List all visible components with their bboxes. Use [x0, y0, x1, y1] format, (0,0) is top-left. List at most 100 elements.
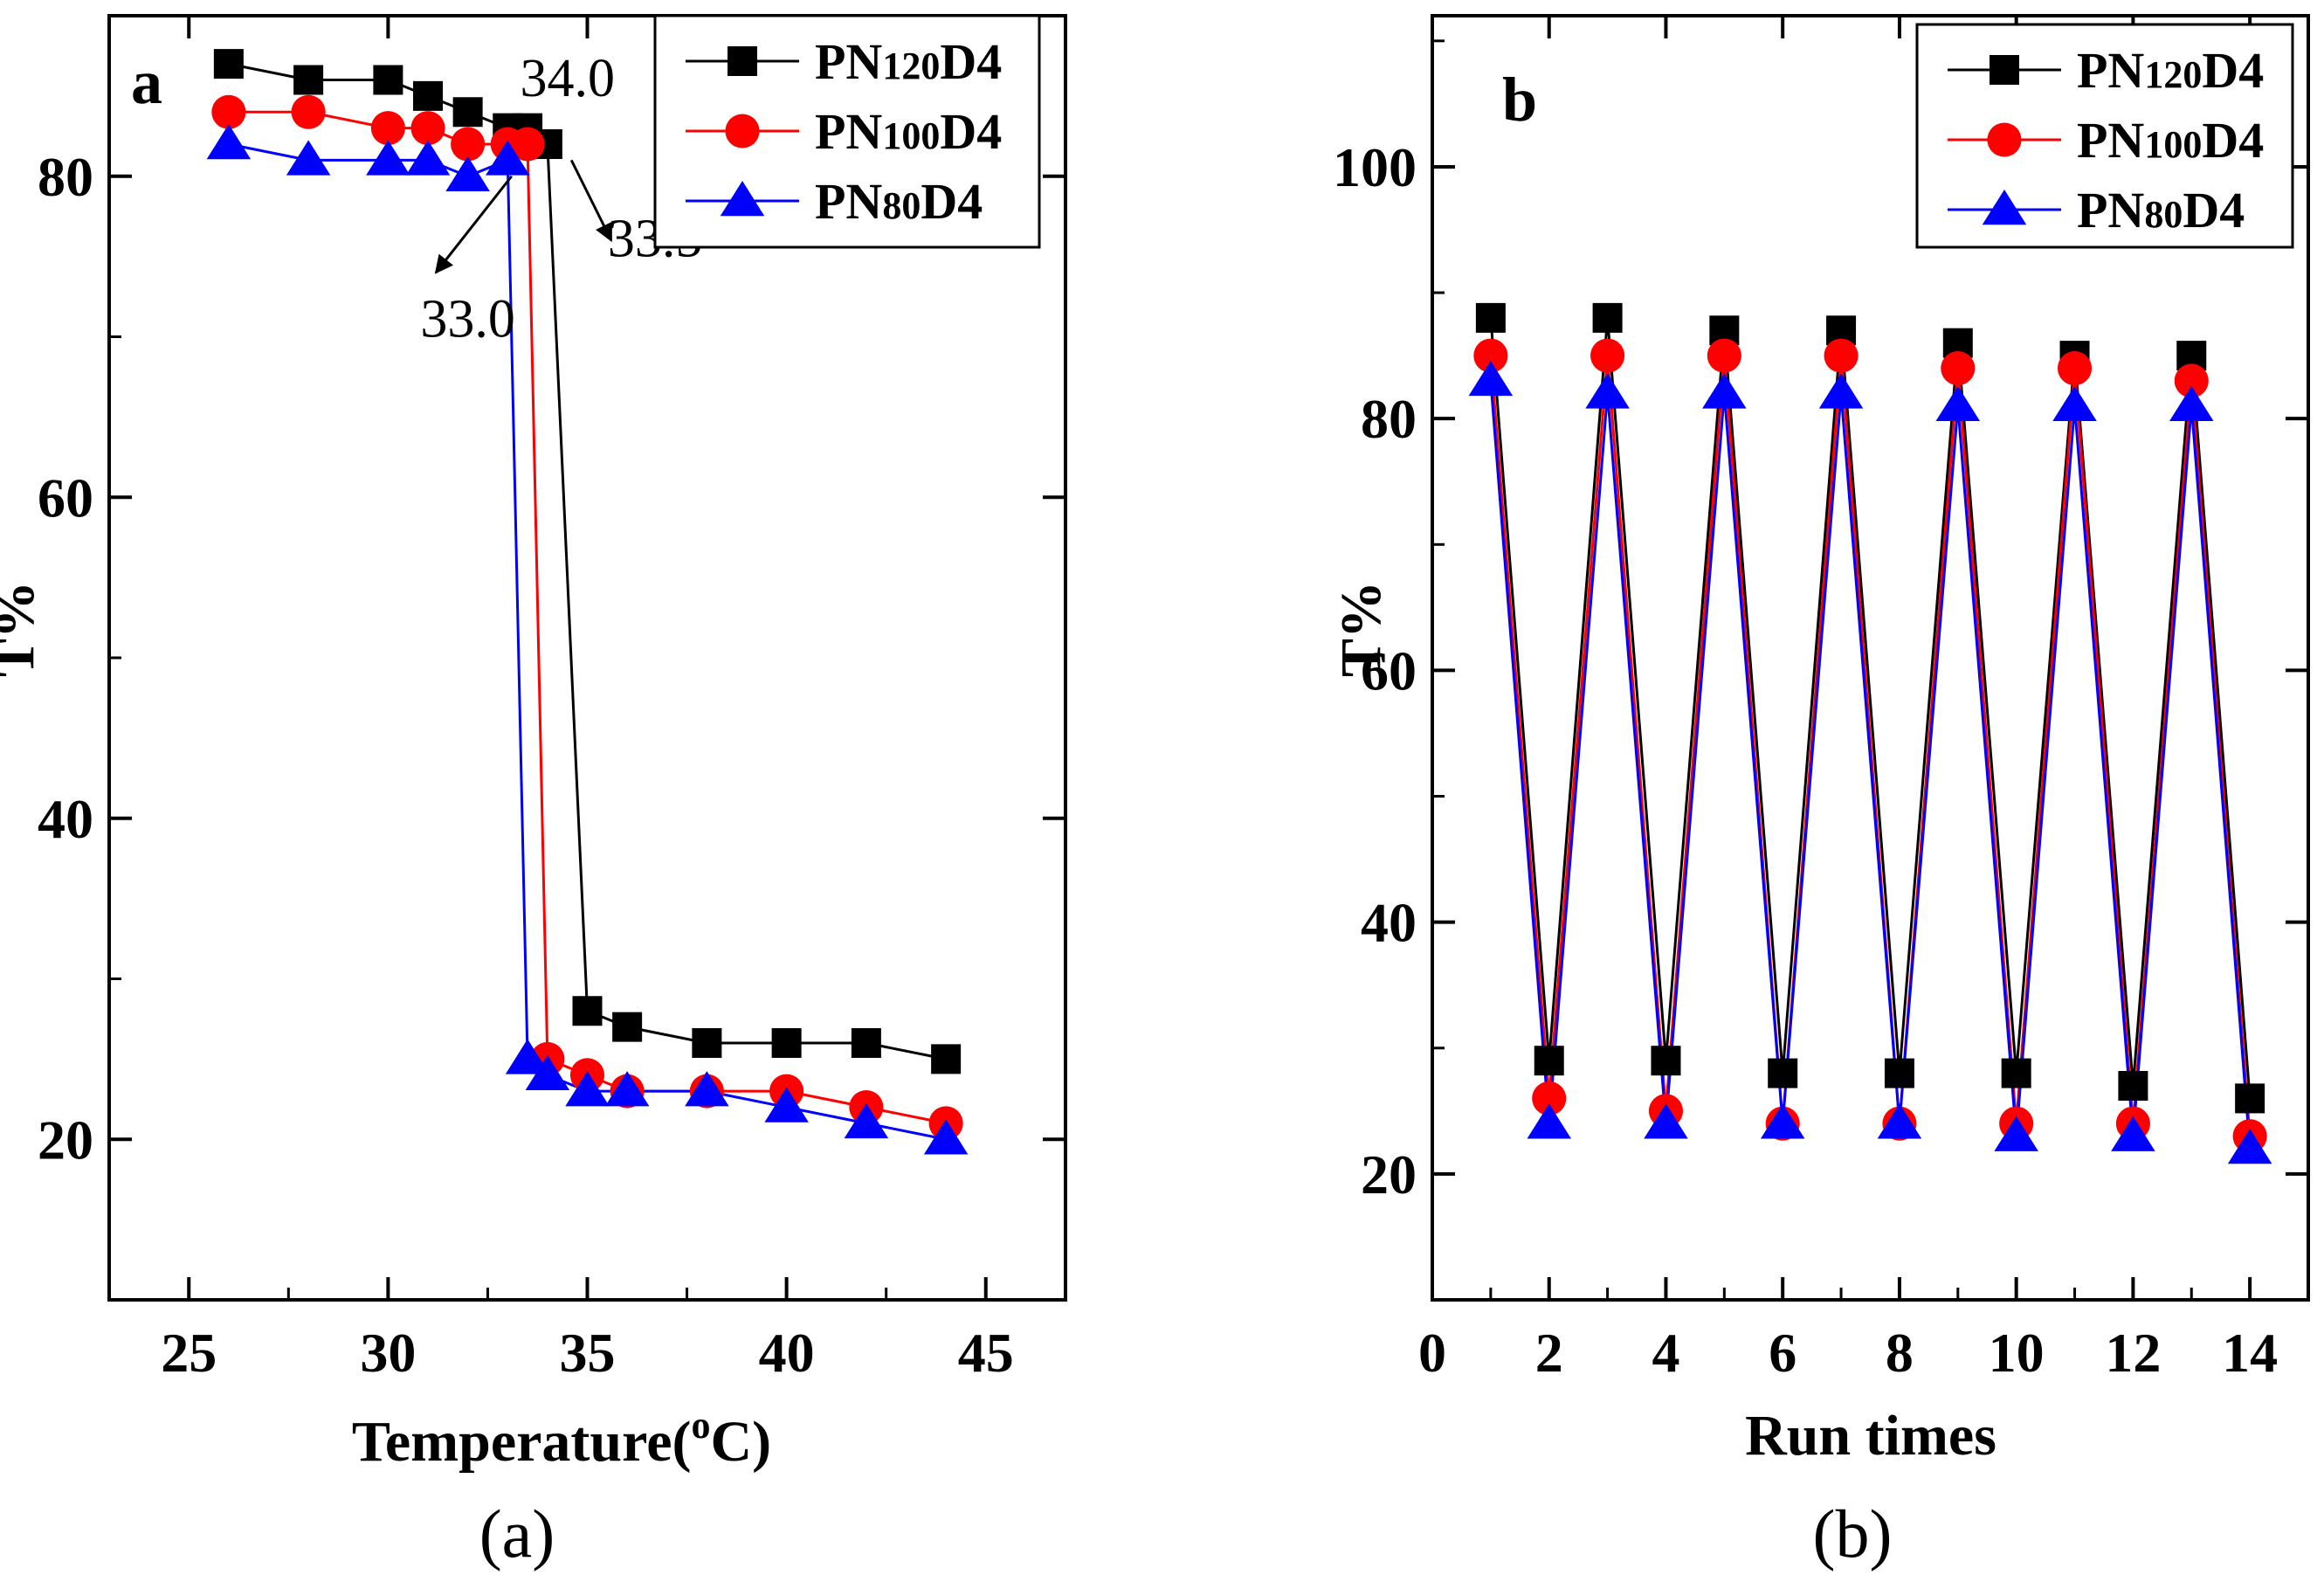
x-tick-label: 30 — [360, 1322, 416, 1384]
x-tick-label: 2 — [1535, 1322, 1563, 1384]
x-tick-label: 6 — [1769, 1322, 1796, 1384]
y-tick-label: 20 — [38, 1109, 93, 1171]
x-tick-label: 10 — [1989, 1322, 2045, 1384]
data-point-PN120D4 — [413, 80, 443, 111]
x-axis-title: Temperature(oC) — [352, 1404, 771, 1474]
data-point-PN80D4 — [764, 1087, 809, 1123]
annotation-arrow — [569, 159, 613, 243]
data-point-PN100D4 — [510, 127, 545, 162]
panel-letter: a — [131, 47, 162, 117]
data-point-PN100D4 — [1824, 338, 1859, 373]
data-point-PN80D4 — [1702, 373, 1747, 409]
data-point-PN120D4 — [1475, 302, 1506, 333]
data-point-PN80D4 — [366, 140, 410, 176]
data-point-PN120D4 — [452, 97, 483, 128]
plot-frame — [1431, 14, 2310, 1302]
data-point-PN100D4 — [211, 94, 246, 129]
legend-label-PN80D4: PN80D4 — [2077, 182, 2245, 238]
data-point-PN100D4 — [2174, 363, 2209, 398]
chart-panel-b: 0 2 4 6 8 10 12 14 20 40 60 80 100 Run times T% b (b) PN1… — [1329, 14, 2310, 1572]
data-point-PN120D4 — [1592, 302, 1623, 333]
panel-letter: b — [1502, 65, 1537, 135]
data-point-PN80D4 — [1527, 1103, 1571, 1139]
data-point-PN120D4 — [692, 1028, 722, 1058]
legend-marker-PN120D4 — [1990, 55, 2019, 85]
data-point-PN120D4 — [771, 1028, 802, 1058]
data-point-PN120D4 — [572, 996, 603, 1026]
data-point-PN80D4 — [505, 1039, 550, 1074]
y-tick-label: 40 — [1361, 892, 1417, 954]
x-tick-label: 45 — [958, 1322, 1014, 1384]
panel-caption: (b) — [1813, 1496, 1893, 1572]
series-line-PN80D4 — [1489, 380, 2252, 1150]
series-line-PN100D4 — [228, 110, 947, 1125]
data-point-PN100D4 — [410, 111, 445, 146]
data-point-PN80D4 — [1585, 373, 1630, 409]
data-point-PN80D4 — [2169, 385, 2214, 421]
data-point-PN80D4 — [286, 140, 331, 176]
data-point-PN80D4 — [1935, 385, 1981, 421]
data-point-PN100D4 — [1941, 350, 1976, 386]
data-point-PN80D4 — [2052, 385, 2097, 421]
legend-label-PN100D4: PN100D4 — [815, 103, 1002, 160]
legend-marker-PN80D4 — [1982, 190, 2027, 225]
data-point-PN120D4 — [373, 65, 403, 95]
panel-caption: (a) — [479, 1496, 555, 1572]
x-axis-title: Run times — [1745, 1404, 1996, 1468]
data-point-PN120D4 — [931, 1044, 962, 1074]
data-point-PN100D4 — [1473, 338, 1508, 373]
data-point-PN80D4 — [1818, 373, 1864, 409]
annotation-label: 33.0 — [420, 290, 515, 349]
data-point-PN100D4 — [451, 127, 486, 162]
x-tick-label: 12 — [2105, 1322, 2161, 1384]
data-point-PN100D4 — [2057, 350, 2093, 386]
data-point-PN80D4 — [445, 155, 490, 191]
data-point-PN80D4 — [405, 140, 451, 176]
data-point-PN120D4 — [213, 49, 244, 79]
legend-marker-PN100D4 — [725, 114, 760, 149]
x-tick-label: 35 — [560, 1322, 616, 1384]
y-tick-label: 60 — [38, 466, 93, 528]
x-tick-label: 40 — [759, 1322, 815, 1384]
y-axis-title: T% — [1329, 581, 1393, 677]
data-point-PN120D4 — [2001, 1058, 2031, 1088]
y-tick-label: 40 — [38, 788, 93, 850]
data-point-PN80D4 — [525, 1054, 570, 1090]
data-point-PN120D4 — [1651, 1046, 1681, 1076]
legend: PN120D4 PN100D4 PN80D4 — [1915, 23, 2294, 249]
data-point-PN80D4 — [844, 1102, 889, 1139]
y-tick-label: 100 — [1333, 136, 1417, 198]
data-point-PN80D4 — [2227, 1129, 2272, 1164]
data-point-PN120D4 — [612, 1012, 643, 1042]
data-point-PN120D4 — [851, 1028, 881, 1058]
data-point-PN120D4 — [1534, 1046, 1564, 1076]
legend-label-PN120D4: PN120D4 — [2077, 42, 2264, 99]
x-tick-label: 8 — [1886, 1322, 1914, 1384]
series-line-PN120D4 — [1489, 317, 2252, 1099]
legend-marker-PN120D4 — [728, 46, 757, 76]
data-point-PN120D4 — [1768, 1058, 1798, 1088]
x-tick-label: 4 — [1652, 1322, 1679, 1384]
legend-marker-PN80D4 — [720, 181, 765, 217]
chart-panel-a: 25 30 35 40 45 20 40 60 80 Temperature(oC) T% a (a) 3… — [0, 14, 1067, 1572]
data-point-PN100D4 — [1532, 1081, 1567, 1116]
y-axis-title: T% — [0, 581, 46, 677]
series-line-PN100D4 — [1489, 356, 2252, 1136]
legend-marker-PN100D4 — [1987, 122, 2022, 157]
data-point-PN100D4 — [1707, 338, 1741, 373]
data-point-PN80D4 — [1994, 1116, 2038, 1151]
data-point-PN100D4 — [1590, 338, 1625, 373]
data-point-PN120D4 — [2235, 1083, 2265, 1114]
x-tick-label: 14 — [2222, 1322, 2278, 1384]
y-tick-label: 20 — [1361, 1143, 1417, 1205]
data-point-PN80D4 — [565, 1071, 610, 1107]
data-point-PN80D4 — [685, 1071, 729, 1107]
data-point-PN80D4 — [1877, 1103, 1922, 1139]
legend-label-PN80D4: PN80D4 — [815, 173, 983, 230]
legend-label-PN120D4: PN120D4 — [815, 33, 1002, 90]
data-point-PN80D4 — [1760, 1103, 1805, 1139]
y-tick-label: 60 — [1361, 639, 1417, 701]
data-point-PN80D4 — [206, 124, 252, 160]
legend: PN120D4 PN100D4 PN80D4 — [653, 14, 1041, 249]
